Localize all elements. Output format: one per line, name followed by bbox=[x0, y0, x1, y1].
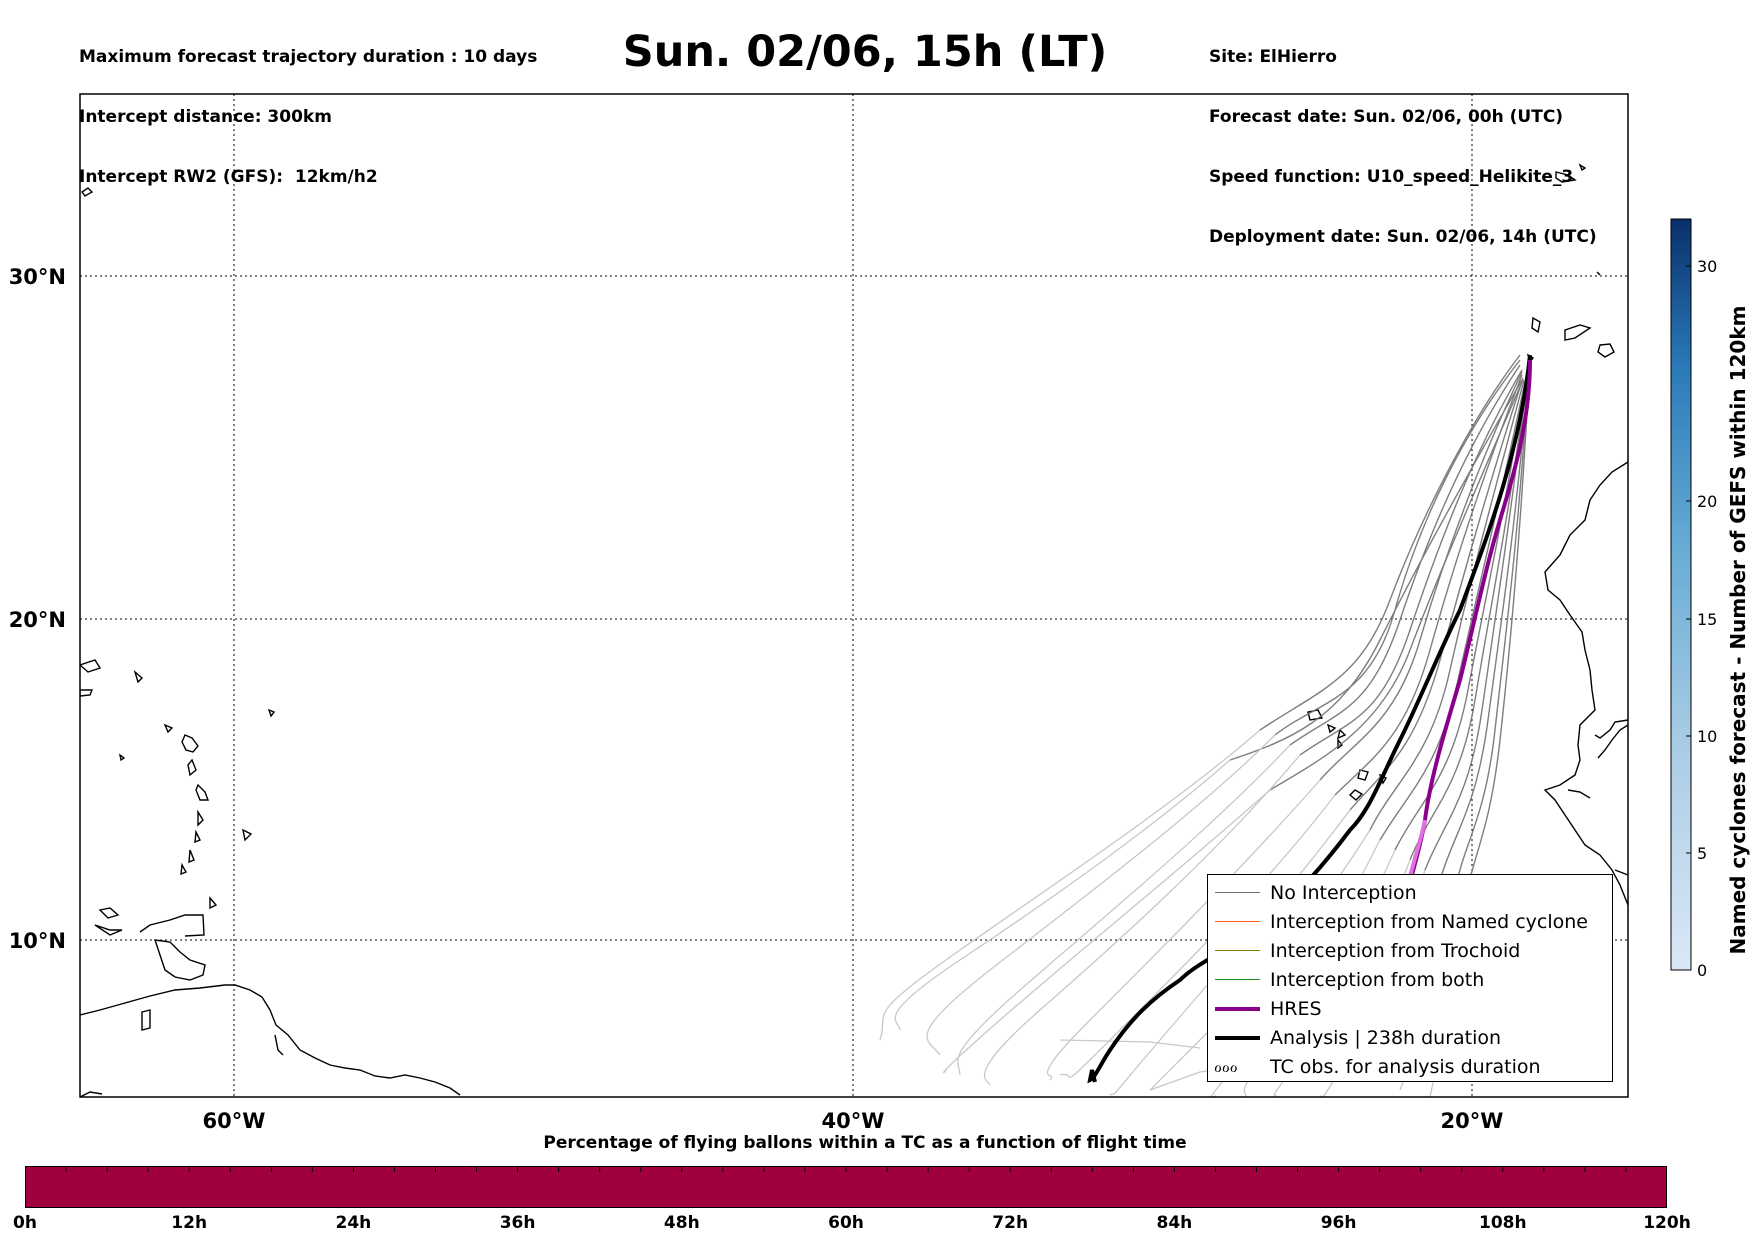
timebar-tick-96h: 96h bbox=[1320, 1213, 1357, 1233]
colorbar-tick-20: 20 bbox=[1697, 492, 1717, 511]
timebar-tick-36h: 36h bbox=[499, 1213, 536, 1233]
intercept-distance-text: Intercept distance: 300km bbox=[79, 107, 332, 127]
timebar-tick-24h: 24h bbox=[335, 1213, 372, 1233]
colorbar-label: Named cyclones forecast - Number of GEFS… bbox=[1726, 306, 1750, 955]
lon-label-60w: 60°W bbox=[203, 1109, 266, 1133]
colorbar-ticks bbox=[1686, 265, 1691, 971]
timebar-tick-60h: 60h bbox=[828, 1213, 864, 1233]
colorbar bbox=[1670, 218, 1692, 971]
legend-item-tc-obs: ℴℴℴ TC obs. for analysis duration bbox=[1214, 1056, 1541, 1078]
colorbar-tick-0: 0 bbox=[1697, 961, 1707, 980]
map-title: Sun. 02/06, 15h (LT) bbox=[622, 27, 1108, 77]
intercept-rw2-text: Intercept RW2 (GFS): 12km/h2 bbox=[79, 167, 378, 187]
legend-item-analysis: Analysis | 238h duration bbox=[1208, 1024, 1612, 1052]
map-legend: No Interception Interception from Named … bbox=[1207, 874, 1613, 1082]
forecast-date-text: Forecast date: Sun. 02/06, 00h (UTC) bbox=[1209, 107, 1564, 127]
lat-label-10n: 10°N bbox=[9, 929, 66, 953]
analysis-trajectory bbox=[1087, 354, 1532, 1084]
legend-item-both: Interception from both bbox=[1208, 966, 1612, 994]
lon-label-40w: 40°W bbox=[822, 1109, 885, 1133]
lat-label-30n: 30°N bbox=[9, 265, 66, 289]
deployment-date-text: Deployment date: Sun. 02/06, 14h (UTC) bbox=[1209, 227, 1597, 247]
legend-item-hres: HRES bbox=[1208, 995, 1612, 1023]
colorbar-tick-15: 15 bbox=[1697, 610, 1717, 629]
speed-function-text: Speed function: U10_speed_Helikite_3 bbox=[1209, 167, 1574, 187]
colorbar-tick-5: 5 bbox=[1697, 844, 1707, 863]
lon-label-20w: 20°W bbox=[1441, 1109, 1504, 1133]
site-parameters: Site: ElHierro Forecast date: Sun. 02/06… bbox=[1209, 7, 1597, 267]
forecast-parameters: Maximum forecast trajectory duration : 1… bbox=[79, 7, 537, 207]
tc-obs-icon: ℴℴℴ bbox=[1214, 1057, 1238, 1077]
timebar-tick-84h: 84h bbox=[1156, 1213, 1193, 1233]
timebar-tick-48h: 48h bbox=[663, 1213, 700, 1233]
timebar bbox=[25, 1166, 1667, 1208]
timebar-tick-120h: 120h bbox=[1643, 1213, 1691, 1233]
timebar-tick-12h: 12h bbox=[171, 1213, 208, 1233]
colorbar-tick-10: 10 bbox=[1697, 727, 1717, 746]
map-frame bbox=[79, 93, 1629, 1098]
colorbar-tick-30: 30 bbox=[1697, 257, 1717, 276]
timebar-title: Percentage of flying ballons within a TC… bbox=[543, 1133, 1187, 1153]
lat-label-20n: 20°N bbox=[9, 608, 66, 632]
timebar-tick-108h: 108h bbox=[1479, 1213, 1527, 1233]
legend-item-named-cyclone: Interception from Named cyclone bbox=[1208, 908, 1612, 936]
site-text: Site: ElHierro bbox=[1209, 47, 1337, 67]
legend-item-trochoid: Interception from Trochoid bbox=[1208, 937, 1612, 965]
legend-item-no-interception: No Interception bbox=[1208, 879, 1612, 907]
timebar-tick-72h: 72h bbox=[992, 1213, 1029, 1233]
max-duration-text: Maximum forecast trajectory duration : 1… bbox=[79, 47, 538, 67]
no-interception-trajectories bbox=[1229, 354, 1529, 901]
coastlines bbox=[80, 163, 1628, 1097]
timebar-tick-0h: 0h bbox=[13, 1213, 37, 1233]
